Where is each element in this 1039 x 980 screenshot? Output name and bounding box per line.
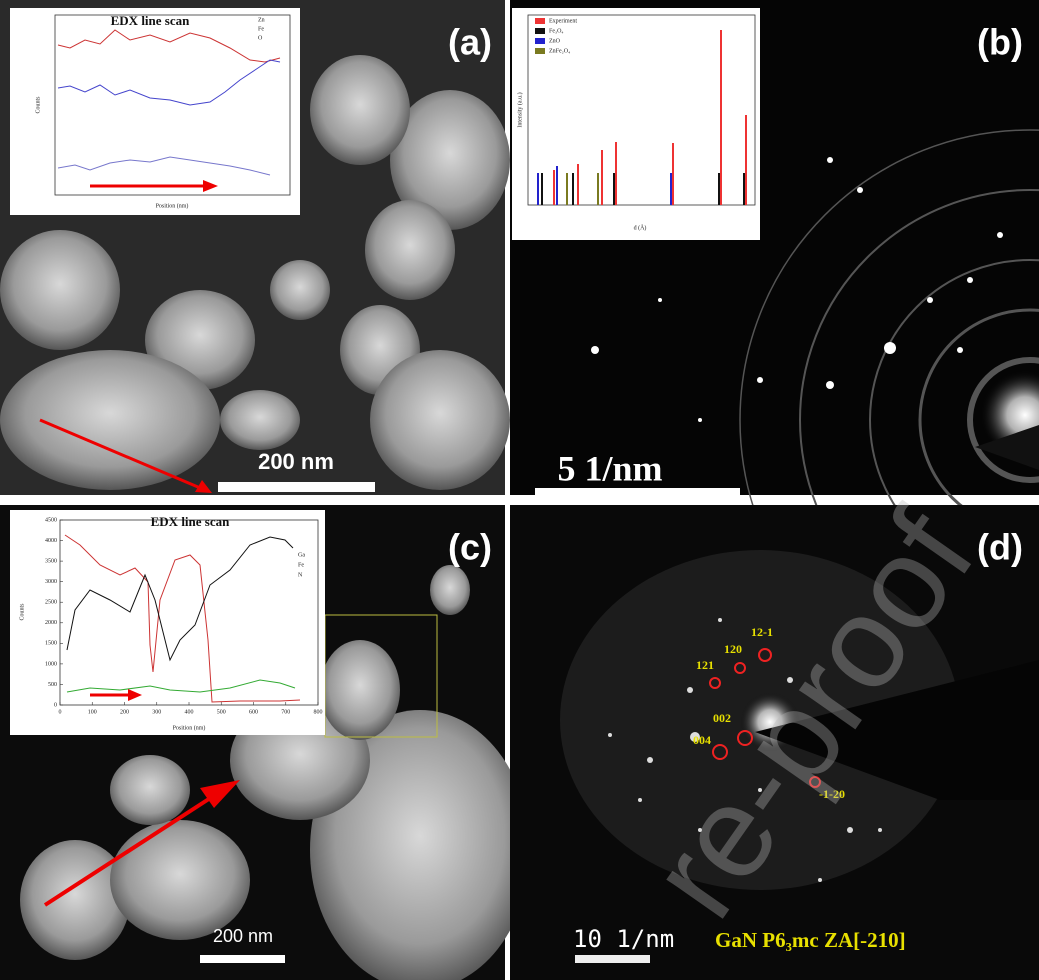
fe-line	[64, 534, 301, 703]
panel-b: (b) 5 1/nm Experiment Fe₃O₄ ZnO ZnFe₂O₄ …	[510, 0, 1039, 711]
spot-label: 12-1	[751, 625, 773, 639]
scale-text: 10 1/nm	[573, 925, 674, 953]
y-tick-label: 4000	[45, 538, 57, 544]
y-tick-label: 4500	[45, 517, 57, 523]
scale-bar	[575, 955, 650, 963]
legend-entry: Fe₃O₄	[549, 28, 564, 34]
scale-bar	[218, 482, 375, 492]
y-tick-label: 0	[54, 702, 57, 708]
spot-label: 120	[724, 642, 742, 656]
y-tick-label: 2500	[45, 600, 57, 606]
spots	[591, 157, 1003, 422]
scale-bar	[200, 955, 285, 963]
x-axis-label: Position (nm)	[173, 724, 206, 731]
legend-entry: Fe	[258, 26, 264, 32]
x-axis-label: Position (nm)	[156, 202, 189, 209]
x-tick-label: 600	[249, 709, 258, 715]
y-axis-label: Counts	[19, 603, 25, 621]
x-axis-label: d (Å)	[634, 223, 647, 231]
y-tick-label: 3000	[45, 579, 57, 585]
panel-d: 12-1 120 121 002 004 -1-20 (d) 10 1/nm G…	[510, 505, 1039, 980]
ticks: 0 100 200 300 400 500 600 700 800 0 500 1000 1500 200…	[45, 517, 323, 715]
spot-label: 002	[713, 711, 731, 725]
y-tick-label: 1000	[45, 661, 57, 667]
scale-text: 200 nm	[258, 449, 334, 474]
particles	[0, 55, 510, 490]
spot-markers	[709, 648, 821, 788]
spots	[608, 618, 882, 882]
legend-entry: Experiment	[549, 18, 577, 24]
y-tick-label: 1500	[45, 641, 57, 647]
scale-text: 5 1/nm	[557, 448, 662, 488]
legend	[535, 18, 545, 54]
beam-stop	[975, 425, 1039, 470]
panel-a: (a) 200 nm EDX line scan Zn Fe O Positio…	[0, 0, 510, 495]
y-axis-label: Intensity (a.u.)	[516, 92, 523, 127]
spot-label: -1-20	[819, 787, 845, 801]
y-tick-label: 3500	[45, 558, 57, 564]
arrow-head	[128, 689, 142, 701]
y-tick-label: 500	[48, 682, 57, 688]
zn-line	[57, 59, 281, 106]
beam-stop	[755, 660, 1039, 800]
x-tick-label: 100	[88, 709, 97, 715]
inset	[10, 8, 300, 215]
x-tick-label: 500	[217, 709, 226, 715]
x-tick-label: 0	[59, 709, 62, 715]
scan-arrow	[43, 793, 217, 907]
arrow-head	[203, 180, 218, 192]
arrow-head	[195, 480, 212, 493]
scale-bar	[535, 488, 740, 495]
plot-frame	[54, 14, 291, 196]
x-tick-label: 300	[152, 709, 161, 715]
legend-entry: Zn	[258, 17, 265, 23]
n-line	[66, 679, 296, 693]
legend-entry: N	[298, 572, 303, 578]
x-tick-label: 700	[281, 709, 290, 715]
panel-c: (c) 200 nm 0 100 200 300 400 500 600 700 800 0 500…	[0, 505, 530, 980]
ga-line	[66, 536, 294, 662]
legend-entry: Fe	[298, 562, 304, 568]
x-tick-label: 200	[120, 709, 129, 715]
x-tick-label: 800	[314, 709, 323, 715]
arrow-head	[200, 780, 240, 808]
spot-label: 004	[693, 733, 711, 747]
spot-label: 121	[696, 658, 714, 672]
inset-title: EDX line scan	[151, 514, 231, 529]
x-tick-label: 400	[185, 709, 194, 715]
inset-title: EDX line scan	[111, 13, 191, 28]
legend-entry: ZnFe₂O₄	[549, 48, 570, 54]
caption: GaN P6₃mc ZA[-210]	[715, 928, 906, 952]
panel-label: (d)	[977, 527, 1023, 568]
legend-entry: O	[258, 35, 263, 41]
legend-entry: ZnO	[549, 38, 561, 44]
fe-line	[57, 29, 281, 63]
scale-text: 200 nm	[213, 926, 273, 946]
scan-arrow	[39, 418, 206, 492]
panel-label: (a)	[448, 22, 492, 63]
y-tick-label: 2000	[45, 620, 57, 626]
panel-label: (b)	[977, 22, 1023, 63]
legend-entry: Ga	[298, 552, 305, 558]
o-line	[57, 156, 271, 176]
reference-bars	[537, 30, 747, 205]
panel-label: (c)	[448, 527, 492, 568]
plot-frame	[527, 14, 756, 206]
y-axis-label: Counts	[35, 96, 41, 114]
